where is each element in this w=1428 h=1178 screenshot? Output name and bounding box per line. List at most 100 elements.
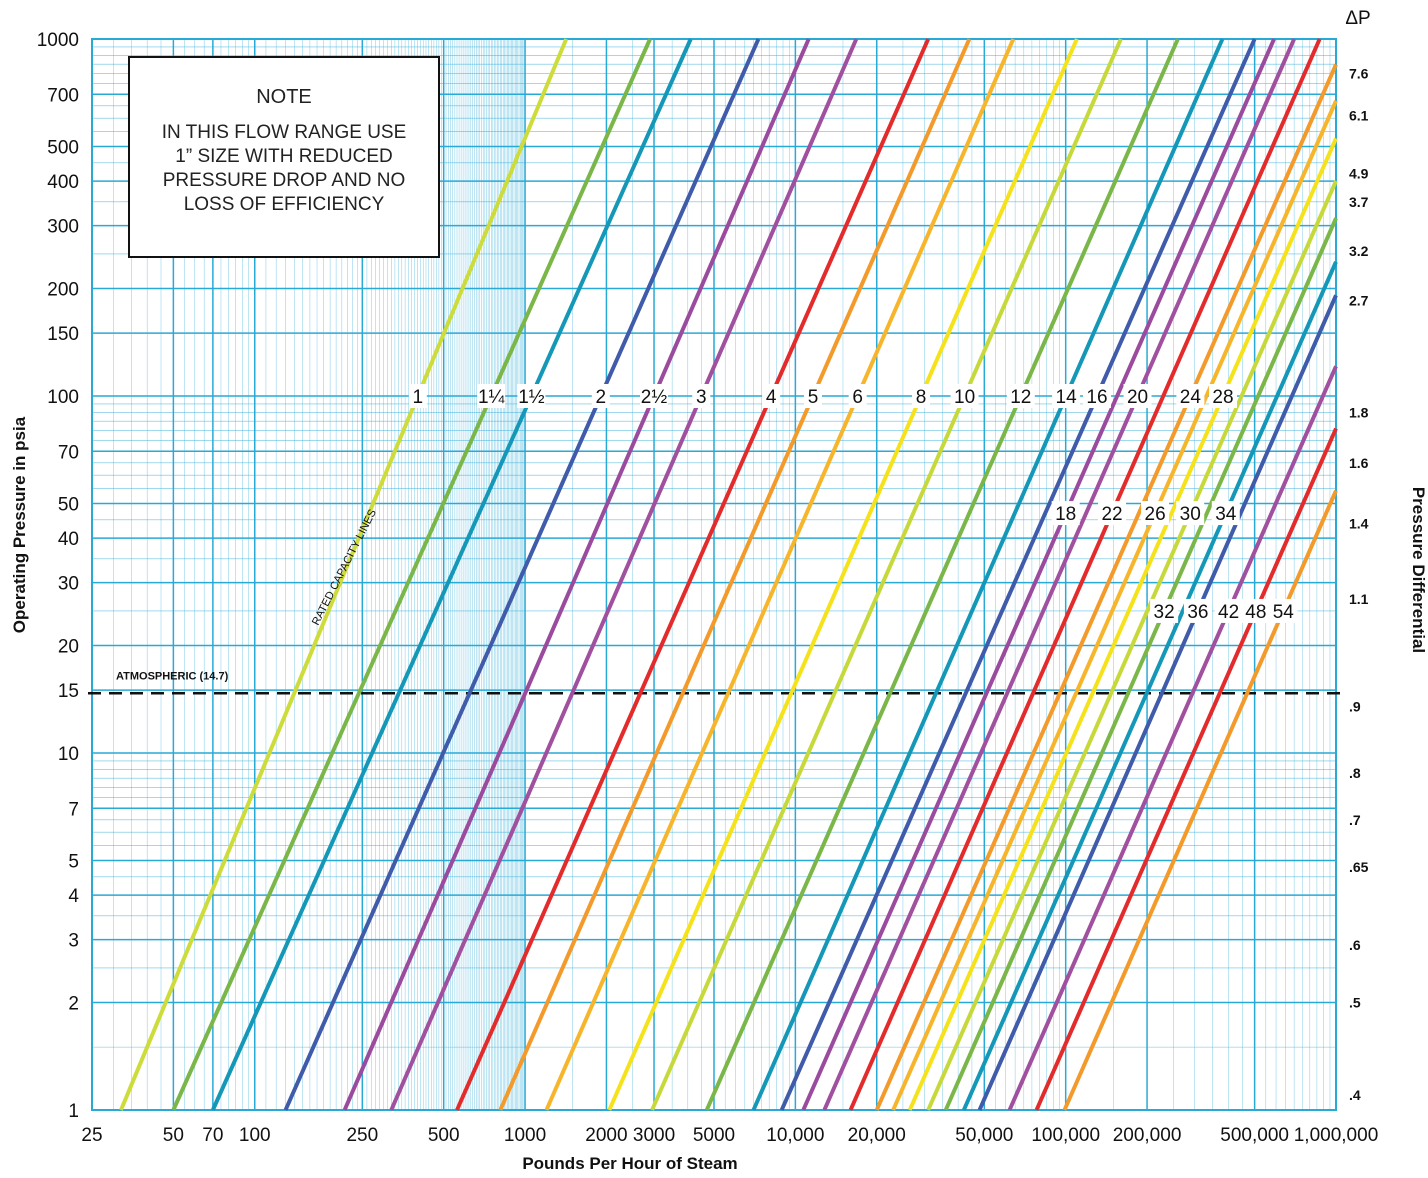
x-tick-label: 20,000 (848, 1125, 906, 1146)
dp-tick-label: 1.1 (1349, 591, 1369, 607)
capacity-line (779, 38, 1257, 1111)
dp-tick-label: 3.7 (1349, 194, 1369, 210)
capacity-line (704, 38, 1180, 1111)
y-tick-label: 1000 (37, 30, 79, 51)
size-label: 26 (1145, 504, 1166, 525)
dp-tick-label: 3.2 (1349, 243, 1369, 259)
size-label: 4 (766, 387, 777, 408)
size-label-bg (1176, 501, 1205, 526)
x-tick-label: 2000 (585, 1125, 627, 1146)
x-tick-label: 100,000 (1031, 1125, 1100, 1146)
x-tick-label: 250 (346, 1125, 378, 1146)
y-tick-label: 15 (58, 681, 79, 702)
dp-tick-label: 7.6 (1349, 66, 1369, 82)
y-tick-label: 40 (58, 529, 79, 550)
capacity-line (1007, 365, 1338, 1111)
size-label: 18 (1055, 504, 1076, 525)
size-label-bg (1176, 384, 1205, 408)
x-tick-label: 1000 (504, 1125, 546, 1146)
y-tick-label: 50 (58, 494, 79, 515)
dp-header: ΔP (1345, 8, 1370, 29)
y-tick-label: 1 (68, 1101, 79, 1122)
x-tick-label: 100 (239, 1125, 271, 1146)
size-label: 14 (1056, 387, 1078, 408)
capacity-line-labels: 1 1¼ 1½ 2 2½ 3 4 5 6 8 10 12 14 161820222426283032343… (408, 384, 1298, 623)
y-tick-label: 5 (68, 851, 79, 872)
y-tick-label: 20 (58, 637, 79, 658)
size-label: 8 (916, 387, 927, 408)
y-tick-label: 300 (47, 217, 79, 238)
size-label: 34 (1215, 504, 1237, 525)
capacity-line (801, 38, 1276, 1111)
size-label-bg (1150, 598, 1179, 623)
size-label-bg (762, 384, 781, 408)
capacity-line (171, 38, 652, 1111)
size-label: 32 (1154, 602, 1175, 623)
rated-capacity-label: RATED CAPACITY LINES (310, 508, 379, 628)
capacity-line (342, 38, 811, 1111)
note-line: 1” SIZE WITH REDUCED (175, 146, 393, 167)
capacity-line (926, 180, 1338, 1111)
capacity-line (544, 38, 1016, 1111)
y-axis-title: Operating Pressure in psia (10, 416, 29, 634)
capacity-line (907, 137, 1338, 1111)
dp-tick-label: 1.6 (1349, 455, 1369, 471)
size-label-bg (1098, 501, 1127, 526)
x-tick-label: 500 (428, 1125, 460, 1146)
y-tick-label: 3 (68, 931, 79, 952)
size-label-bg (1082, 384, 1111, 408)
size-label: 2½ (641, 387, 668, 408)
x-tick-label: 50,000 (955, 1125, 1013, 1146)
dp-tick-label: 2.7 (1349, 293, 1369, 309)
capacity-line (962, 261, 1338, 1111)
size-label-bg (1209, 384, 1238, 408)
size-label-bg (1123, 384, 1152, 408)
size-label: 20 (1127, 387, 1148, 408)
x-tick-label: 1,000,000 (1294, 1125, 1379, 1146)
capacity-line (1034, 427, 1338, 1111)
capacity-line (943, 217, 1338, 1111)
note-title: NOTE (256, 86, 312, 108)
size-label: 5 (808, 387, 819, 408)
note-line: PRESSURE DROP AND NO (162, 170, 406, 191)
size-label-bg (1211, 501, 1240, 526)
dp-tick-label: .4 (1349, 1087, 1361, 1103)
x-tick-label: 500,000 (1220, 1125, 1289, 1146)
size-label: 2 (596, 387, 607, 408)
capacity-line (1062, 489, 1338, 1111)
size-label-bg (1052, 384, 1081, 408)
plot-frame (91, 38, 1337, 1111)
dp-axis-ticks: 7.6 6.1 4.9 3.7 3.2 2.7 1.8 1.6 1.4 1.1 .9 .8 .7 .65.… (1349, 66, 1369, 1104)
dp-tick-label: 6.1 (1349, 108, 1369, 124)
dp-tick-label: .7 (1349, 812, 1361, 828)
size-label-bg (950, 384, 979, 408)
capacity-line (848, 38, 1322, 1111)
y-tick-label: 7 (68, 799, 79, 820)
dp-tick-label: .8 (1349, 765, 1361, 781)
size-label-bg (591, 384, 610, 408)
y-tick-label: 700 (47, 85, 79, 106)
size-label-bg (1214, 598, 1243, 623)
y-tick-label: 500 (47, 137, 79, 158)
note-box: NOTE IN THIS FLOW RANGE USE 1” SIZE WITH… (128, 56, 440, 258)
capacity-line (822, 38, 1296, 1111)
capacity-line (977, 294, 1338, 1111)
size-label-bg (1241, 598, 1270, 623)
dp-tick-label: .9 (1349, 698, 1361, 714)
size-label: 12 (1010, 387, 1031, 408)
x-tick-label: 10,000 (766, 1125, 824, 1146)
x-tick-label: 3000 (633, 1125, 675, 1146)
y2-axis-title: Pressure Differential (1409, 486, 1428, 654)
size-label-bg (477, 384, 506, 408)
size-label-bg (1269, 598, 1298, 623)
capacity-line (751, 38, 1225, 1111)
capacity-line (874, 63, 1338, 1111)
x-tick-label: 70 (202, 1125, 223, 1146)
x-tick-label: 5000 (693, 1125, 735, 1146)
capacity-line (283, 38, 761, 1111)
dp-tick-label: 1.4 (1349, 515, 1369, 531)
capacity-line (455, 38, 931, 1111)
dp-tick-label: 1.8 (1349, 404, 1369, 420)
y-tick-label: 4 (68, 886, 79, 907)
size-label: 54 (1273, 602, 1295, 623)
